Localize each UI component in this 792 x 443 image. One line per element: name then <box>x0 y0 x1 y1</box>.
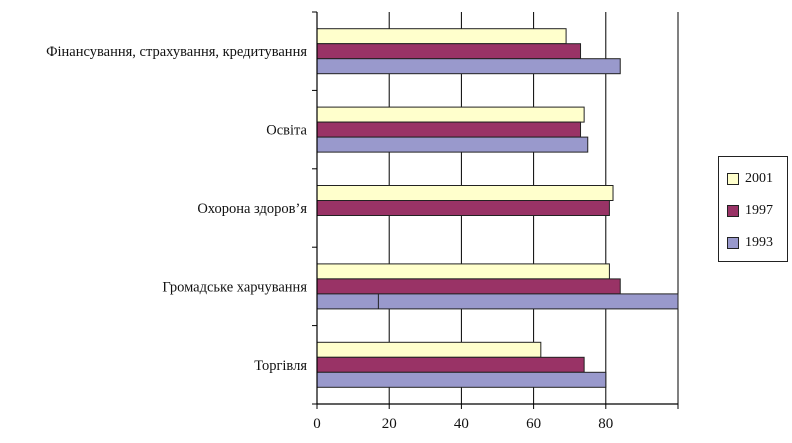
legend-label-2001: 2001 <box>745 171 773 186</box>
bar-1997-cat-2 <box>316 200 610 216</box>
category-label-4: Торгівля <box>254 358 307 374</box>
legend: 2001 1997 1993 <box>718 156 788 262</box>
bar-2001-cat-1 <box>316 106 585 123</box>
bar-2001-cat-4 <box>316 341 542 358</box>
legend-item-1993: 1993 <box>727 235 773 251</box>
bars <box>316 28 679 388</box>
legend-swatch-1997 <box>727 205 739 217</box>
x-tick-label-80: 80 <box>598 416 613 432</box>
bar-1993-cat-0 <box>316 58 621 75</box>
bar-1993-cat-4 <box>316 371 607 388</box>
bar-1993-cat-3 <box>316 293 679 310</box>
axes <box>312 11 679 409</box>
legend-item-1997: 1997 <box>727 203 773 219</box>
legend-swatch-1993 <box>727 237 739 249</box>
legend-item-2001: 2001 <box>727 171 773 187</box>
x-tick-label-40: 40 <box>454 416 469 432</box>
bar-1993-cat-1 <box>316 136 589 153</box>
legend-label-1997: 1997 <box>745 203 773 218</box>
bar-1997-cat-3 <box>316 278 621 295</box>
x-tick-label-60: 60 <box>526 416 541 432</box>
bar-2001-cat-2 <box>316 185 614 201</box>
bar-2001-cat-3 <box>316 263 610 280</box>
x-tick-label-20: 20 <box>382 416 397 432</box>
bar-1997-cat-0 <box>316 43 582 60</box>
category-label-3: Громадське харчування <box>162 279 307 295</box>
bar-1997-cat-1 <box>316 121 582 138</box>
legend-swatch-2001 <box>727 173 739 185</box>
legend-label-1993: 1993 <box>745 235 773 250</box>
bar-2001-cat-0 <box>316 28 567 45</box>
x-tick-label-0: 0 <box>313 416 321 432</box>
category-label-2: Охорона здоров’я <box>197 201 307 217</box>
category-label-1: Освіта <box>266 123 307 139</box>
labels: 0 20 40 60 80 Фінансування, страхування, кред… <box>46 44 613 432</box>
category-label-0: Фінансування, страхування, кредитування <box>46 44 307 60</box>
bar-1997-cat-4 <box>316 356 585 373</box>
